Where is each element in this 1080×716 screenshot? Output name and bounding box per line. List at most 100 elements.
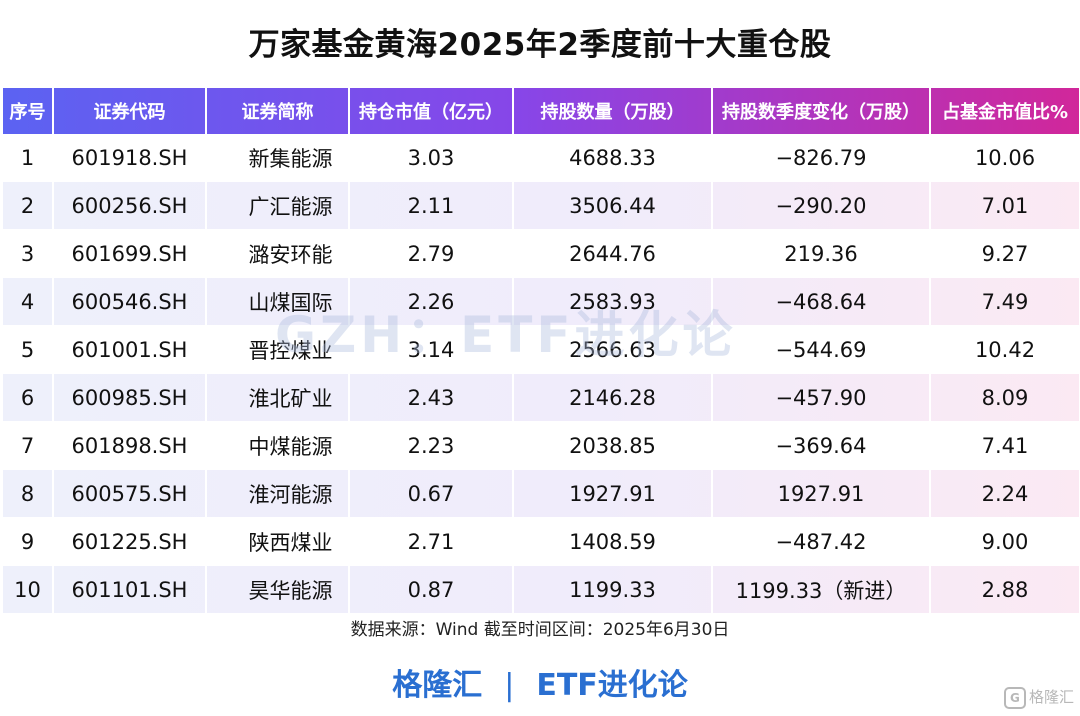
- col-header-value: 持仓市值（亿元）: [348, 88, 513, 134]
- cell-change: −369.64: [711, 421, 930, 470]
- cell-shares: 1199.33: [512, 565, 712, 614]
- cell-name: 山煤国际: [205, 277, 349, 326]
- cell-rank: 1: [3, 134, 53, 182]
- cell-name-text: 广汇能源: [248, 194, 333, 219]
- table-row: 3 601699.SH 潞安环能 2.79 2644.76 219.36 9.27: [3, 229, 1079, 278]
- cell-name-text: 陕西煤业: [248, 530, 333, 555]
- col-header-pct: 占基金市值比%: [929, 88, 1079, 134]
- gelonghui-logo-icon: G: [1003, 686, 1026, 709]
- cell-pct: 8.09: [929, 373, 1079, 422]
- source-note: 数据来源：Wind 截至时间区间：2025年6月30日: [350, 620, 730, 640]
- cell-name-text: 潞安环能: [248, 242, 333, 267]
- cell-pct: 10.42: [929, 325, 1079, 374]
- brand-divider: |: [504, 668, 515, 703]
- cell-value: 2.71: [348, 517, 513, 566]
- cell-pct: 7.49: [929, 277, 1079, 326]
- cell-name: 潞安环能: [205, 229, 349, 278]
- cell-name: 晋控煤业: [205, 325, 349, 374]
- table-row: 7 601898.SH 中煤能源 2.23 2038.85 −369.64 7.41: [3, 421, 1079, 470]
- cell-pct: 9.27: [929, 229, 1079, 278]
- cell-change: 1199.33（新进）: [711, 565, 930, 614]
- col-header-shares: 持股数量（万股）: [512, 88, 712, 134]
- cell-rank: 2: [3, 181, 53, 230]
- cell-name: 陕西煤业: [205, 517, 349, 566]
- cell-code: 601699.SH: [52, 229, 206, 278]
- cell-rank: 5: [3, 325, 53, 374]
- cell-code: 601898.SH: [52, 421, 206, 470]
- table-row: 8 600575.SH 淮河能源 0.67 1927.91 1927.91 2.24: [3, 469, 1079, 518]
- cell-shares: 3506.44: [512, 181, 712, 230]
- cell-value: 2.11: [348, 181, 513, 230]
- cell-value: 0.87: [348, 565, 513, 614]
- cell-code: 600256.SH: [52, 181, 206, 230]
- cell-code: 601225.SH: [52, 517, 206, 566]
- cell-code: 600985.SH: [52, 373, 206, 422]
- cell-shares: 2566.63: [512, 325, 712, 374]
- cell-rank: 3: [3, 229, 53, 278]
- corner-logo-text: 格隆汇: [1028, 688, 1074, 706]
- cell-name-text: 新集能源: [248, 146, 333, 171]
- col-header-rank: 序号: [3, 88, 53, 134]
- holdings-table: 序号 证券代码 证券简称 持仓市值（亿元） 持股数量（万股） 持股数季度变化（万…: [3, 88, 1079, 614]
- col-header-change: 持股数季度变化（万股）: [711, 88, 930, 134]
- cell-name-text: 山煤国际: [248, 290, 333, 315]
- cell-rank: 10: [3, 565, 53, 614]
- brand-name-right: ETF进化论: [536, 668, 688, 703]
- table-row: 4 600546.SH 山煤国际 2.26 2583.93 −468.64 7.49: [3, 277, 1079, 326]
- cell-value: 3.03: [348, 134, 513, 182]
- cell-pct: 2.24: [929, 469, 1079, 518]
- cell-pct: 2.88: [929, 565, 1079, 614]
- cell-name: 淮北矿业: [205, 373, 349, 422]
- table-title: 万家基金黄海2025年2季度前十大重仓股: [248, 27, 832, 63]
- table-header-row: 序号 证券代码 证券简称 持仓市值（亿元） 持股数量（万股） 持股数季度变化（万…: [3, 88, 1079, 134]
- corner-logo: G 格隆汇: [1003, 684, 1074, 710]
- cell-shares: 2583.93: [512, 277, 712, 326]
- cell-name: 淮河能源: [205, 469, 349, 518]
- cell-code: 601918.SH: [52, 134, 206, 182]
- cell-name: 广汇能源: [205, 181, 349, 230]
- table-row: 9 601225.SH 陕西煤业 2.71 1408.59 −487.42 9.00: [3, 517, 1079, 566]
- col-header-name: 证券简称: [205, 88, 349, 134]
- table-row: 2 600256.SH 广汇能源 2.11 3506.44 −290.20 7.01: [3, 181, 1079, 230]
- cell-pct: 9.00: [929, 517, 1079, 566]
- cell-value: 0.67: [348, 469, 513, 518]
- cell-value: 2.26: [348, 277, 513, 326]
- cell-change: −544.69: [711, 325, 930, 374]
- cell-pct: 7.01: [929, 181, 1079, 230]
- cell-value: 3.14: [348, 325, 513, 374]
- cell-shares: 1927.91: [512, 469, 712, 518]
- table-body: 1 601918.SH 新集能源 3.03 4688.33 −826.79 10.06 2 60…: [3, 134, 1079, 614]
- cell-value: 2.23: [348, 421, 513, 470]
- cell-name: 昊华能源: [205, 565, 349, 614]
- cell-rank: 9: [3, 517, 53, 566]
- table-row: 6 600985.SH 淮北矿业 2.43 2146.28 −457.90 8.09: [3, 373, 1079, 422]
- cell-rank: 6: [3, 373, 53, 422]
- col-header-code: 证券代码: [52, 88, 206, 134]
- cell-pct: 7.41: [929, 421, 1079, 470]
- cell-code: 601101.SH: [52, 565, 206, 614]
- cell-shares: 2644.76: [512, 229, 712, 278]
- cell-change: −290.20: [711, 181, 930, 230]
- table-row: 10 601101.SH 昊华能源 0.87 1199.33 1199.33（新进） 2.8…: [3, 565, 1079, 614]
- cell-rank: 4: [3, 277, 53, 326]
- cell-name-text: 淮河能源: [248, 482, 333, 507]
- table-row: 1 601918.SH 新集能源 3.03 4688.33 −826.79 10.06: [3, 134, 1079, 182]
- cell-shares: 4688.33: [512, 134, 712, 182]
- cell-change: −457.90: [711, 373, 930, 422]
- cell-name-text: 淮北矿业: [248, 386, 333, 411]
- cell-code: 600546.SH: [52, 277, 206, 326]
- cell-name-text: 昊华能源: [248, 578, 333, 603]
- cell-shares: 1408.59: [512, 517, 712, 566]
- cell-value: 2.79: [348, 229, 513, 278]
- cell-code: 600575.SH: [52, 469, 206, 518]
- cell-rank: 8: [3, 469, 53, 518]
- cell-name: 中煤能源: [205, 421, 349, 470]
- cell-change: −468.64: [711, 277, 930, 326]
- brand-name-left: 格隆汇: [392, 668, 483, 703]
- cell-change: −487.42: [711, 517, 930, 566]
- cell-change: 219.36: [711, 229, 930, 278]
- cell-pct: 10.06: [929, 134, 1079, 182]
- cell-name: 新集能源: [205, 134, 349, 182]
- cell-name-text: 中煤能源: [248, 434, 333, 459]
- cell-change: 1927.91: [711, 469, 930, 518]
